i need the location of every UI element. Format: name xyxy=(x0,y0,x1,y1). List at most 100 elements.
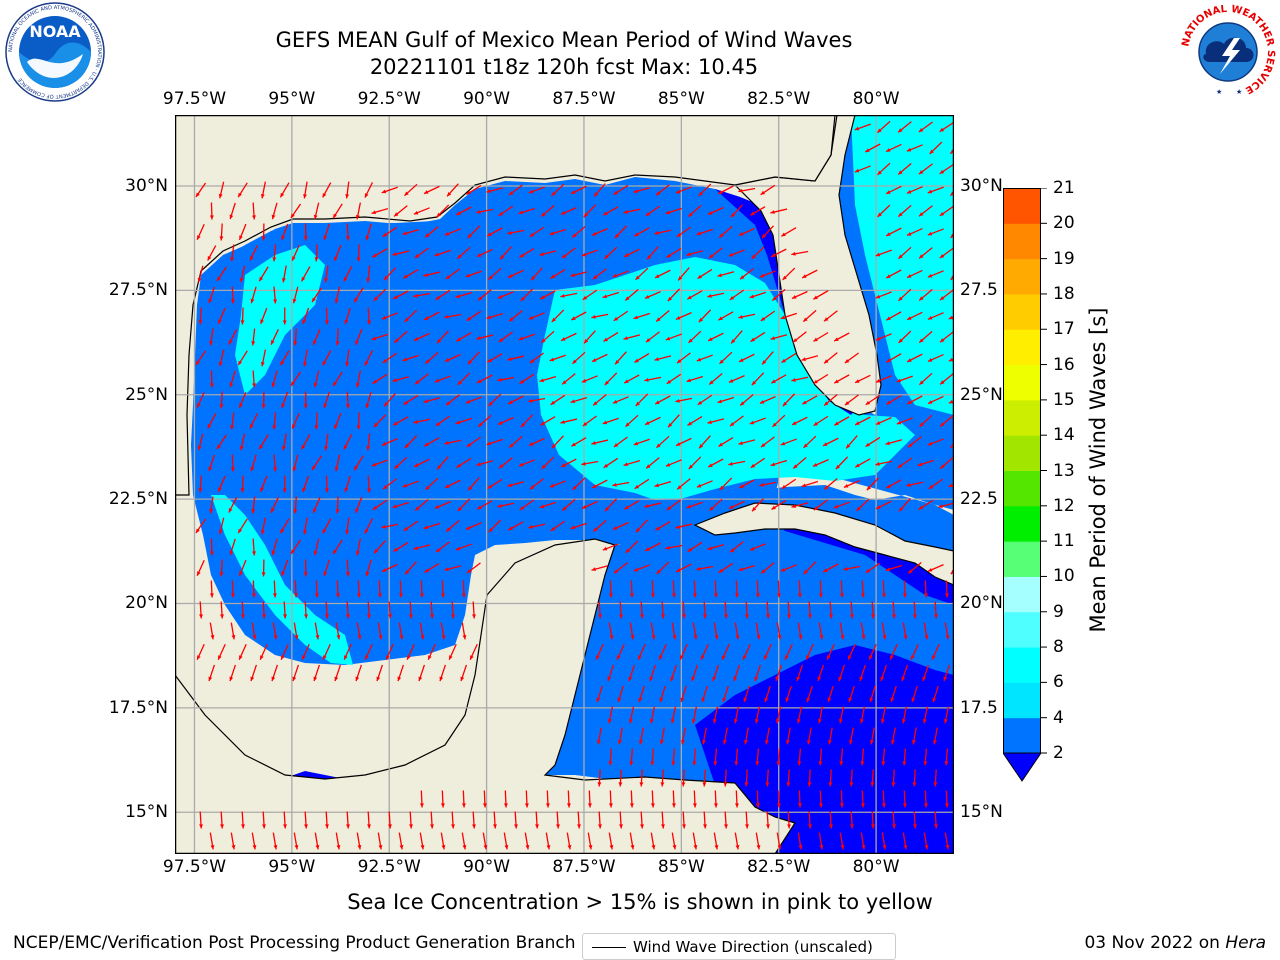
wind-arrow-head xyxy=(713,593,718,598)
wind-arrow-head xyxy=(487,232,492,237)
wind-arrow-head xyxy=(218,529,223,535)
wind-arrow-head xyxy=(612,482,617,487)
wind-arrow-head xyxy=(603,211,608,216)
wind-arrow-head xyxy=(686,504,692,509)
wind-arrow-head xyxy=(424,442,429,447)
wind-arrow-head xyxy=(871,614,875,619)
wind-arrow-head xyxy=(381,524,386,529)
wind-arrow-head xyxy=(886,316,891,321)
wind-arrow-head xyxy=(241,824,245,829)
wind-arrow-head xyxy=(466,316,472,321)
wind-arrow-head xyxy=(638,740,643,745)
wind-arrow-head xyxy=(803,317,808,322)
wind-arrow-head xyxy=(750,211,755,216)
wind-arrow-head xyxy=(692,761,697,766)
wind-arrow-head xyxy=(919,254,924,259)
wind-arrow-head xyxy=(919,338,924,343)
wind-arrow-head xyxy=(582,295,588,300)
wind-arrow-head xyxy=(840,635,845,640)
florida-land xyxy=(733,115,882,416)
wind-arrow-head xyxy=(635,527,641,533)
wind-arrow-head xyxy=(650,761,655,766)
wind-arrow-head xyxy=(228,508,233,513)
wind-arrow-head xyxy=(404,443,410,449)
wind-arrow-head xyxy=(939,127,945,132)
wind-arrow-head xyxy=(560,420,565,424)
wind-arrow-head xyxy=(271,550,276,556)
wind-arrow-head xyxy=(948,357,954,362)
wind-arrow-head xyxy=(260,655,264,660)
wind-arrow-head xyxy=(813,506,819,511)
wind-arrow-head xyxy=(787,614,791,619)
wind-arrow-head xyxy=(355,550,360,556)
wind-arrow-head xyxy=(806,655,810,660)
wind-arrow-head xyxy=(934,824,938,829)
wind-arrow-head xyxy=(819,635,824,640)
wind-arrow-head xyxy=(640,614,644,619)
wind-arrow-head xyxy=(749,294,755,299)
wind-arrow-head xyxy=(696,483,702,488)
wind-arrow-head xyxy=(797,761,802,766)
wind-arrow-head xyxy=(273,635,278,640)
wind-arrow-head xyxy=(251,509,256,514)
wind-arrow-head xyxy=(541,338,546,343)
wind-arrow-head xyxy=(880,676,885,682)
wind-arrow-head xyxy=(785,740,790,745)
wind-arrow-head xyxy=(902,593,907,598)
wind-arrow-head xyxy=(824,317,829,322)
wind-arrow-head xyxy=(366,446,371,451)
wind-arrow-head xyxy=(609,845,614,850)
wind-arrow-head xyxy=(541,464,546,469)
wind-arrow-head xyxy=(613,443,619,448)
wind-arrow-head xyxy=(912,782,917,787)
wind-arrow-head xyxy=(273,299,278,304)
wind-arrow-head xyxy=(528,442,534,446)
wind-arrow-head xyxy=(364,193,369,198)
wind-arrow-head xyxy=(344,487,349,493)
wind-arrow-head xyxy=(619,614,623,619)
wind-arrow-head xyxy=(304,614,308,619)
wind-arrow-head xyxy=(430,614,434,619)
wind-arrow-head xyxy=(220,614,224,619)
y-tick-label: 17.5°N xyxy=(108,697,168,718)
wind-arrow-head xyxy=(870,782,875,787)
wind-arrow-head xyxy=(680,740,685,745)
wind-arrow-head xyxy=(499,464,504,469)
wind-arrow-head xyxy=(260,319,264,324)
wind-arrow-head xyxy=(293,341,298,346)
wind-arrow-head xyxy=(462,635,467,640)
wind-arrow-head xyxy=(670,676,675,682)
wind-arrow-head xyxy=(813,421,819,426)
wind-arrow-head xyxy=(414,254,420,259)
wind-arrow-head xyxy=(924,635,929,640)
wind-arrow-head xyxy=(798,845,803,850)
wind-arrow-head xyxy=(850,824,854,829)
wind-arrow-head xyxy=(335,341,340,346)
wind-arrow-head xyxy=(550,274,555,279)
wind-arrow-head xyxy=(487,358,492,363)
wind-arrow-head xyxy=(735,845,740,850)
y-tick-label: 17.5 xyxy=(960,697,998,718)
wind-arrow-head xyxy=(251,593,256,598)
wind-arrow-head xyxy=(865,400,871,405)
wind-arrow-head xyxy=(231,635,236,640)
wind-arrow-head xyxy=(303,194,307,199)
wind-arrow-head xyxy=(514,824,518,829)
wind-arrow-head xyxy=(465,273,471,278)
wind-arrow-head xyxy=(582,422,588,427)
wind-arrow-head xyxy=(651,845,656,850)
wind-arrow-head xyxy=(829,824,833,829)
wind-arrow-head xyxy=(634,484,640,489)
wind-arrow-head xyxy=(691,718,696,724)
wind-arrow-head xyxy=(881,761,886,766)
wind-arrow-head xyxy=(581,378,587,383)
wind-arrow-head xyxy=(881,593,886,598)
wind-arrow-head xyxy=(508,526,513,531)
wind-arrow-head xyxy=(524,803,529,808)
y-tick-label: 25°N xyxy=(125,384,168,405)
wind-arrow-head xyxy=(294,845,299,850)
deep-blue-caribbean xyxy=(695,645,954,854)
wind-arrow-head xyxy=(696,231,702,236)
wind-arrow-head xyxy=(686,378,692,383)
wind-arrow-head xyxy=(250,466,255,472)
